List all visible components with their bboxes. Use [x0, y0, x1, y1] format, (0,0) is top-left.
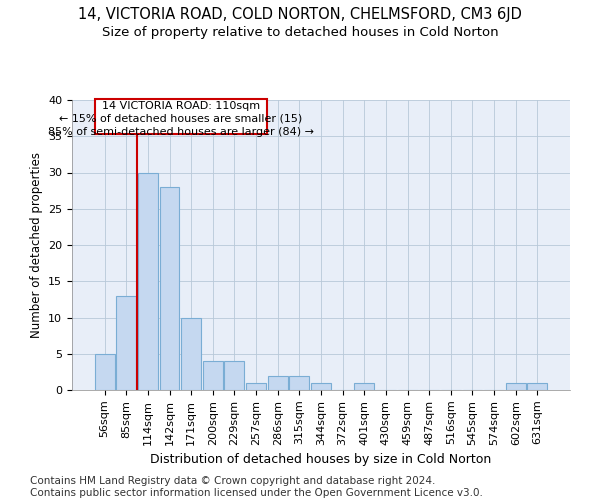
Bar — [95, 354, 115, 390]
Bar — [181, 318, 201, 390]
X-axis label: Distribution of detached houses by size in Cold Norton: Distribution of detached houses by size … — [151, 453, 491, 466]
Bar — [506, 383, 526, 390]
Bar — [268, 376, 287, 390]
Bar — [289, 376, 310, 390]
Text: 14 VICTORIA ROAD: 110sqm
← 15% of detached houses are smaller (15)
85% of semi-d: 14 VICTORIA ROAD: 110sqm ← 15% of detach… — [48, 100, 314, 137]
Bar — [160, 187, 179, 390]
Bar — [246, 383, 266, 390]
Bar — [224, 361, 244, 390]
Text: 14, VICTORIA ROAD, COLD NORTON, CHELMSFORD, CM3 6JD: 14, VICTORIA ROAD, COLD NORTON, CHELMSFO… — [78, 8, 522, 22]
Bar — [311, 383, 331, 390]
Text: Contains HM Land Registry data © Crown copyright and database right 2024.
Contai: Contains HM Land Registry data © Crown c… — [30, 476, 483, 498]
Bar — [138, 172, 158, 390]
Text: Size of property relative to detached houses in Cold Norton: Size of property relative to detached ho… — [101, 26, 499, 39]
Bar — [527, 383, 547, 390]
Bar — [355, 383, 374, 390]
Bar — [116, 296, 136, 390]
Y-axis label: Number of detached properties: Number of detached properties — [29, 152, 43, 338]
Bar — [203, 361, 223, 390]
FancyBboxPatch shape — [95, 98, 267, 134]
